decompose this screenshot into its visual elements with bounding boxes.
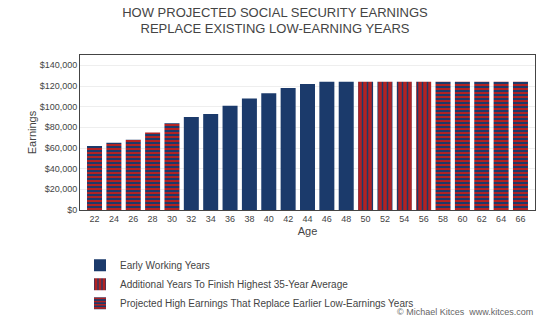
svg-text:62: 62 xyxy=(477,214,487,224)
svg-text:28: 28 xyxy=(148,214,158,224)
svg-text:52: 52 xyxy=(380,214,390,224)
svg-text:36: 36 xyxy=(225,214,235,224)
svg-text:Projected High Earnings That R: Projected High Earnings That Replace Ear… xyxy=(120,298,413,309)
svg-text:Age: Age xyxy=(298,225,318,237)
svg-text:40: 40 xyxy=(264,214,274,224)
svg-text:30: 30 xyxy=(167,214,177,224)
svg-text:$0: $0 xyxy=(67,205,77,215)
svg-text:Early Working Years: Early Working Years xyxy=(120,260,210,271)
svg-text:48: 48 xyxy=(341,214,351,224)
svg-text:50: 50 xyxy=(361,214,371,224)
svg-text:$100,000: $100,000 xyxy=(40,102,78,112)
svg-text:$20,000: $20,000 xyxy=(45,184,78,194)
svg-text:$40,000: $40,000 xyxy=(45,164,78,174)
svg-text:58: 58 xyxy=(438,214,448,224)
svg-text:42: 42 xyxy=(283,214,293,224)
svg-text:38: 38 xyxy=(244,214,254,224)
svg-text:Additional Years To Finish Hig: Additional Years To Finish Highest 35-Ye… xyxy=(120,279,348,290)
svg-text:34: 34 xyxy=(206,214,216,224)
svg-text:Earnings: Earnings xyxy=(26,110,38,154)
svg-text:64: 64 xyxy=(496,214,506,224)
svg-text:54: 54 xyxy=(399,214,409,224)
svg-text:44: 44 xyxy=(302,214,312,224)
svg-text:$120,000: $120,000 xyxy=(40,81,78,91)
svg-text:24: 24 xyxy=(109,214,119,224)
svg-text:$80,000: $80,000 xyxy=(45,122,78,132)
svg-text:© Michael Kitces www.kitces.c: © Michael Kitces www.kitces.com xyxy=(397,307,533,317)
svg-text:46: 46 xyxy=(322,214,332,224)
svg-text:$60,000: $60,000 xyxy=(45,143,78,153)
svg-text:66: 66 xyxy=(515,214,525,224)
svg-text:60: 60 xyxy=(457,214,467,224)
svg-text:26: 26 xyxy=(128,214,138,224)
svg-text:22: 22 xyxy=(90,214,100,224)
svg-text:HOW PROJECTED SOCIAL SECURITY: HOW PROJECTED SOCIAL SECURITY EARNINGSRE… xyxy=(122,5,428,37)
svg-text:$140,000: $140,000 xyxy=(40,60,78,70)
svg-text:56: 56 xyxy=(419,214,429,224)
svg-text:32: 32 xyxy=(186,214,196,224)
